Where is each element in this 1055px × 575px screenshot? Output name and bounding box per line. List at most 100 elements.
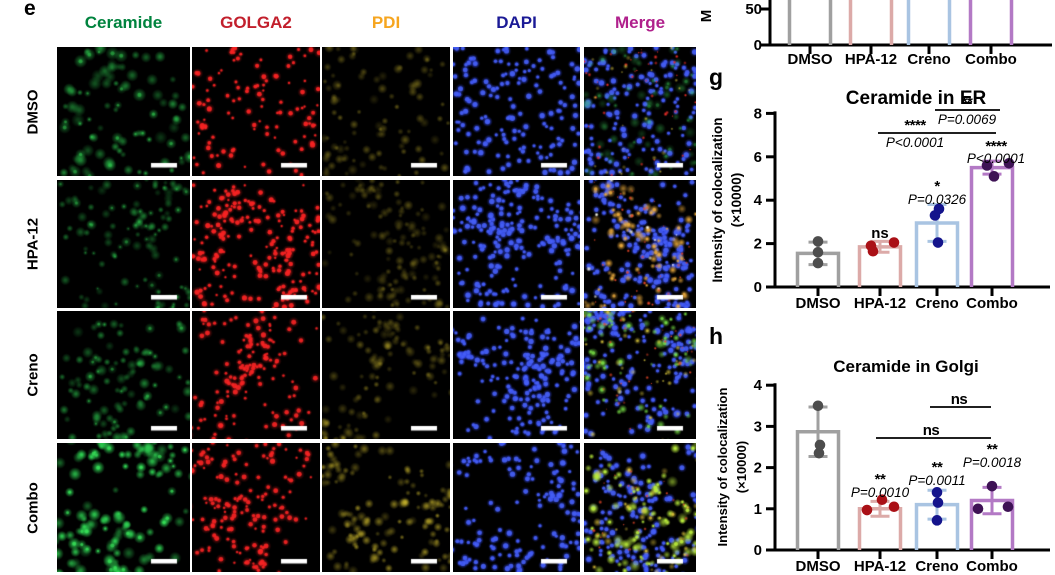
h-ytick-label: 3: [754, 418, 762, 435]
h-datapoint-combo: [1002, 501, 1014, 513]
g-stars: ****: [985, 138, 1007, 155]
bar-charts-panel: 50 0 M DMSO HPA-12 Creno Combo 0 2 4 6 8 DMSO HPA-12 C…: [698, 0, 1052, 575]
row-label-creno: Creno: [24, 353, 42, 397]
h-ytick-label: 4: [754, 377, 763, 394]
g-pvalue: P<0.0001: [967, 151, 1025, 166]
g-datapoint-creno: [933, 203, 945, 215]
f-category-label-hpa-12: HPA-12: [845, 51, 897, 68]
h-bracket-label: ns: [951, 391, 968, 408]
g-bracket-pvalue: P=0.0069: [938, 112, 997, 127]
g-ns-label: ns: [871, 225, 889, 242]
g-bracket-label: **: [962, 94, 973, 111]
g-ylabel-units: (×10000): [729, 173, 744, 227]
channel-header-ceramide: Ceramide: [84, 13, 163, 32]
micrograph-combo-dapi: [453, 443, 580, 572]
g-ylabel: Intensity of colocalization: [710, 117, 725, 282]
micrograph-creno-pdi: [322, 311, 450, 439]
g-datapoint-combo: [1003, 158, 1015, 169]
g-pvalue: P=0.0326: [908, 192, 967, 207]
h-ytick-label: 1: [754, 501, 762, 518]
h-ytick-label: 2: [754, 460, 762, 477]
micrograph-combo-merge: [584, 443, 696, 572]
g-category-label-creno: Creno: [915, 295, 958, 312]
f-category-label-creno: Creno: [907, 51, 950, 68]
g-datapoint-combo: [988, 171, 1000, 182]
channel-header-pdi: PDI: [371, 13, 401, 32]
f-category-label-dmso: DMSO: [788, 51, 833, 68]
f-bar-creno: [906, 0, 952, 45]
g-ytick-label: 8: [754, 105, 762, 122]
h-title: Ceramide in Golgi: [833, 357, 978, 376]
g-ytick-label: 0: [754, 279, 762, 296]
h-ylabel: Intensity of colocalization: [715, 387, 730, 546]
h-pvalue: P=0.0010: [851, 485, 910, 500]
micrograph-creno-dapi: [453, 311, 580, 439]
g-datapoint-hpa-12: [865, 240, 877, 252]
micrograph-dmso-dapi: [453, 47, 580, 176]
micrograph-dmso-ceramide: [57, 47, 190, 176]
h-stars: **: [932, 459, 943, 476]
g-category-label-hpa-12: HPA-12: [854, 295, 906, 312]
h-datapoint-hpa-12: [861, 504, 873, 516]
g-datapoint-hpa-12: [888, 237, 900, 248]
micrograph-creno-merge: [584, 311, 696, 439]
h-datapoint-dmso: [812, 400, 824, 412]
g-datapoint-creno: [932, 237, 944, 248]
micrograph-hpa-12-ceramide: [57, 180, 190, 308]
row-label-hpa-12: HPA-12: [24, 217, 42, 271]
h-bracket-label: ns: [923, 422, 940, 439]
g-bracket-label: ****: [904, 117, 926, 134]
f-ytick-label: 50: [745, 1, 762, 18]
micrograph-combo-ceramide: [57, 443, 190, 572]
g-bar-combo: [969, 165, 1015, 287]
h-datapoint-combo: [972, 503, 984, 515]
f-bar-combo: [968, 0, 1014, 45]
micrograph-dmso-golga2: [192, 47, 320, 176]
h-datapoint-creno: [931, 487, 943, 498]
h-datapoint-hpa-12: [876, 494, 888, 506]
panel-e-label: e: [24, 0, 36, 20]
panel-h-label: h: [709, 323, 723, 349]
f-bar-dmso: [787, 0, 833, 45]
f-ytick-label: 0: [754, 37, 762, 54]
f-bar-hpa-12: [848, 0, 894, 45]
h-datapoint-dmso: [814, 439, 826, 451]
h-pvalue: P=0.0011: [908, 473, 965, 488]
micrograph-combo-golga2: [192, 443, 320, 572]
g-title: Ceramide in ER: [846, 88, 987, 109]
micrograph-creno-golga2: [192, 311, 320, 439]
micrograph-hpa-12-pdi: [322, 180, 450, 308]
micrograph-dmso-merge: [584, 47, 696, 176]
micrograph-creno-ceramide: [57, 311, 190, 439]
channel-header-dapi: DAPI: [496, 13, 537, 32]
h-category-label-combo: Combo: [966, 558, 1018, 575]
f-category-label-combo: Combo: [965, 51, 1017, 68]
h-datapoint-creno: [931, 515, 943, 526]
channel-header-golga2: GOLGA2: [220, 13, 292, 32]
row-label-combo: Combo: [24, 481, 42, 534]
f-ylabel-fragment: M: [698, 10, 715, 23]
h-stars: **: [875, 471, 886, 488]
micrograph-dmso-pdi: [322, 47, 450, 176]
h-datapoint-combo: [986, 480, 998, 492]
micrograph-hpa-12-dapi: [453, 180, 580, 308]
h-category-label-creno: Creno: [915, 558, 958, 575]
g-category-label-dmso: DMSO: [796, 295, 841, 312]
g-datapoint-combo: [981, 160, 993, 171]
g-datapoint-dmso: [812, 257, 824, 269]
h-ylabel-units: (×10000): [734, 441, 749, 493]
g-stars: *: [934, 178, 940, 195]
h-datapoint-hpa-12: [888, 501, 900, 513]
h-datapoint-dmso: [813, 447, 825, 459]
g-datapoint-dmso: [812, 246, 824, 258]
micrograph-hpa-12-golga2: [192, 180, 320, 308]
g-ytick-label: 4: [754, 192, 763, 209]
h-ytick-label: 0: [754, 542, 762, 559]
panel-g-label: g: [709, 64, 723, 90]
h-pvalue: P=0.0018: [963, 455, 1022, 470]
g-ytick-label: 2: [754, 236, 762, 253]
h-datapoint-creno: [932, 497, 944, 508]
row-label-dmso: DMSO: [24, 89, 42, 134]
g-bracket-pvalue: P<0.0001: [886, 135, 944, 150]
